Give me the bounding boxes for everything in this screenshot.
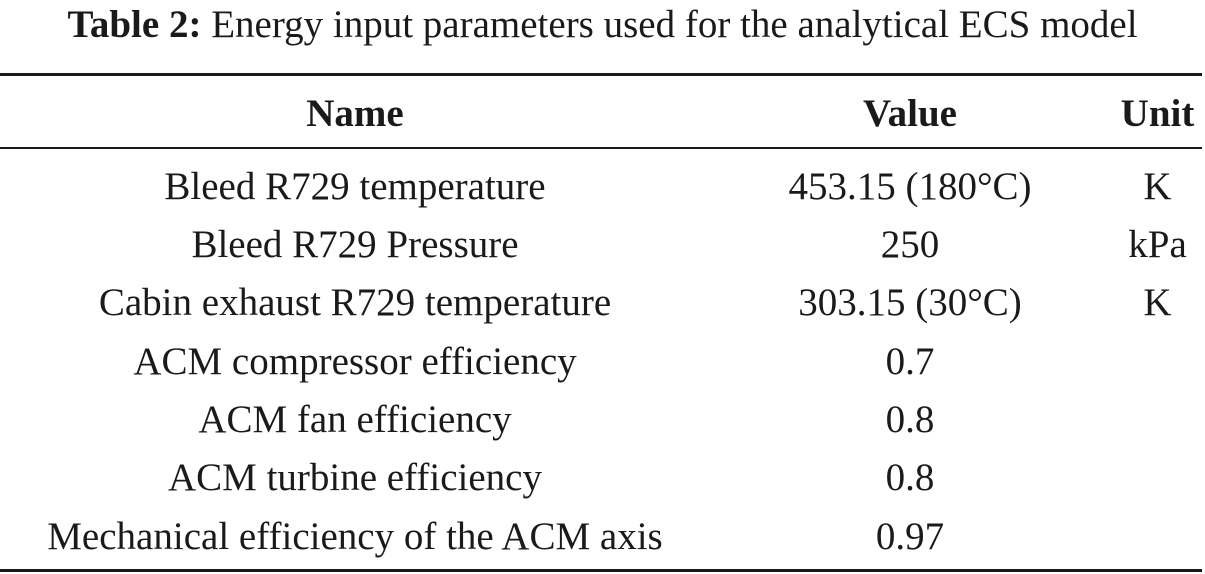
- row-name: ACM fan efficiency: [198, 398, 512, 441]
- header-name: Name: [306, 92, 404, 135]
- table-row: ACM turbine efficiency 0.8: [0, 449, 1205, 507]
- table-caption: Table 2: Energy input parameters used fo…: [0, 2, 1205, 48]
- table-row: Bleed R729 temperature 453.15 (180°C) K: [0, 158, 1205, 216]
- table-row: Bleed R729 Pressure 250 kPa: [0, 216, 1205, 274]
- table-row: ACM fan efficiency 0.8: [0, 391, 1205, 449]
- header-unit: Unit: [1120, 92, 1195, 135]
- table-row: Cabin exhaust R729 temperature 303.15 (3…: [0, 274, 1205, 332]
- table-caption-label: Table 2:: [67, 3, 202, 46]
- row-value: 0.97: [875, 515, 945, 558]
- table-row: Mechanical efficiency of the ACM axis 0.…: [0, 508, 1205, 566]
- row-unit: K: [1143, 165, 1172, 208]
- row-name: ACM turbine efficiency: [167, 456, 542, 499]
- row-unit: K: [1143, 281, 1172, 324]
- row-value: 250: [880, 223, 940, 266]
- table-row: ACM compressor efficiency 0.7: [0, 333, 1205, 391]
- row-value: 0.7: [885, 340, 935, 383]
- row-name: Cabin exhaust R729 temperature: [98, 281, 612, 324]
- row-value: 0.8: [885, 456, 935, 499]
- table-top-rule: [0, 73, 1202, 76]
- row-unit: kPa: [1128, 223, 1187, 266]
- row-name: Bleed R729 temperature: [164, 165, 546, 208]
- header-value: Value: [863, 92, 957, 135]
- table-header-row: Name Value Unit: [0, 85, 1205, 143]
- row-name: ACM compressor efficiency: [133, 340, 577, 383]
- row-name: Bleed R729 Pressure: [191, 223, 519, 266]
- row-name: Mechanical efficiency of the ACM axis: [47, 515, 663, 558]
- table-header-rule: [0, 147, 1202, 149]
- row-value: 303.15 (30°C): [798, 281, 1022, 324]
- table-bottom-rule: [0, 569, 1202, 572]
- table-caption-text: Energy input parameters used for the ana…: [211, 3, 1138, 46]
- row-value: 0.8: [885, 398, 935, 441]
- row-value: 453.15 (180°C): [788, 165, 1032, 208]
